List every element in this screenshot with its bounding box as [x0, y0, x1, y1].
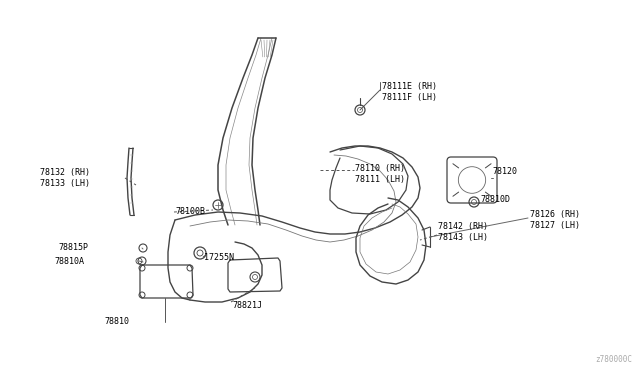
- Text: 78111E (RH)
78111F (LH): 78111E (RH) 78111F (LH): [382, 82, 437, 102]
- Text: 78142 (RH)
78143 (LH): 78142 (RH) 78143 (LH): [438, 222, 488, 242]
- Text: 78810: 78810: [104, 317, 129, 327]
- Text: 78132 (RH)
78133 (LH): 78132 (RH) 78133 (LH): [40, 168, 90, 188]
- Text: 78821J: 78821J: [232, 301, 262, 310]
- Text: 78810D: 78810D: [480, 196, 510, 205]
- Text: 78126 (RH)
78127 (LH): 78126 (RH) 78127 (LH): [530, 210, 580, 230]
- Text: 78110 (RH)
78111 (LH): 78110 (RH) 78111 (LH): [355, 164, 405, 184]
- Text: 78810A: 78810A: [54, 257, 84, 266]
- Text: 78120: 78120: [492, 167, 517, 176]
- Text: 78100B: 78100B: [175, 208, 205, 217]
- Text: 17255N: 17255N: [204, 253, 234, 263]
- Text: z780000C: z780000C: [595, 355, 632, 364]
- Text: 78815P: 78815P: [58, 243, 88, 251]
